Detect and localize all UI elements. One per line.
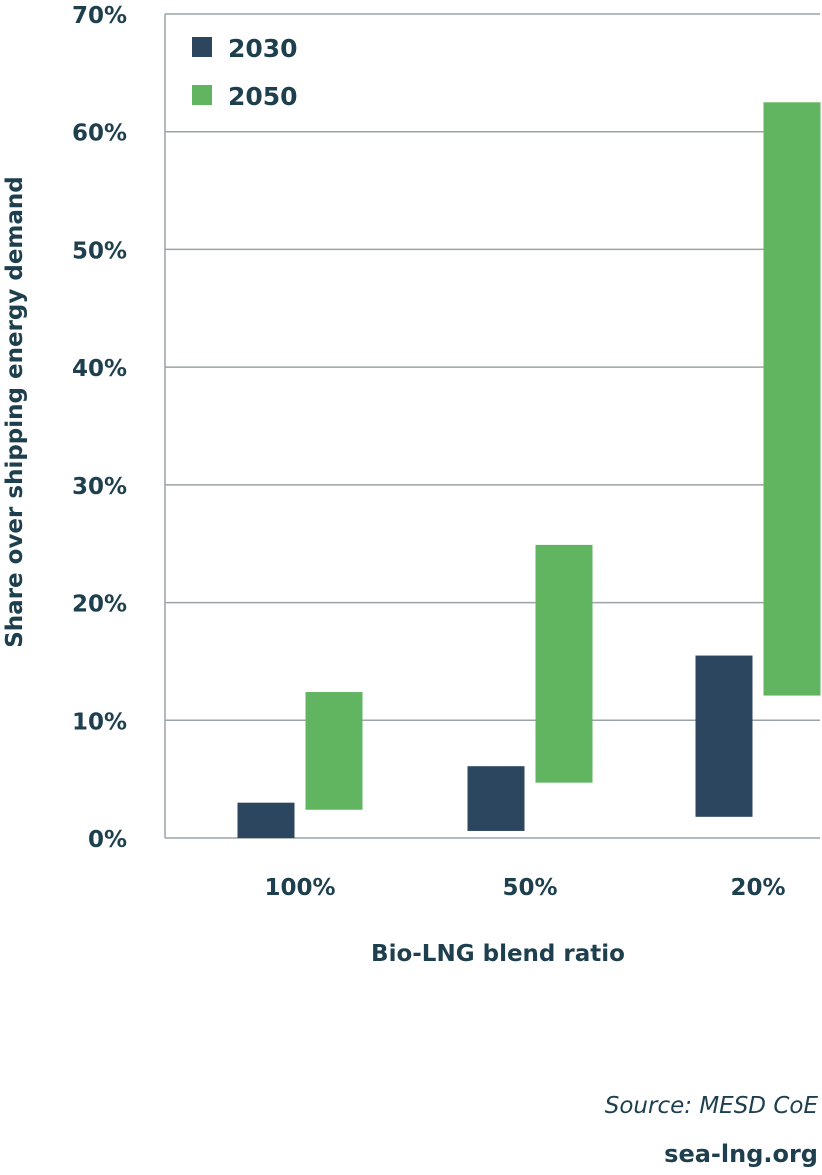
legend-swatch-2050 bbox=[192, 85, 212, 105]
legend: 2030 2050 bbox=[192, 34, 298, 111]
category-label: 20% bbox=[730, 875, 785, 901]
y-tick-labels: 0% 10% 20% 30% 40% 50% 60% 70% bbox=[72, 3, 127, 853]
bar-2030-50pct bbox=[467, 766, 525, 831]
y-tick-label: 60% bbox=[72, 121, 127, 147]
source-note: Source: MESD CoE bbox=[604, 1093, 818, 1119]
y-tick-label: 50% bbox=[72, 238, 127, 264]
y-tick-label: 30% bbox=[72, 474, 127, 500]
category-label: 50% bbox=[502, 875, 557, 901]
y-tick-label: 20% bbox=[72, 592, 127, 618]
y-tick-label: 40% bbox=[72, 356, 127, 382]
x-axis-label: Bio-LNG blend ratio bbox=[371, 941, 625, 967]
bar-2030-100pct bbox=[237, 802, 295, 838]
legend-label: 2030 bbox=[228, 34, 298, 63]
y-tick-label: 10% bbox=[72, 709, 127, 735]
category-label: 100% bbox=[264, 875, 335, 901]
y-axis-label: Share over shipping energy demand bbox=[2, 176, 28, 648]
legend-swatch-2030 bbox=[192, 37, 212, 57]
y-tick-label: 0% bbox=[88, 827, 127, 853]
bars bbox=[237, 102, 821, 838]
y-tick-label: 70% bbox=[72, 3, 127, 29]
legend-label: 2050 bbox=[228, 82, 298, 111]
bar-2050-50pct bbox=[535, 544, 593, 783]
bar-2050-20pct bbox=[763, 102, 821, 696]
site-link[interactable]: sea-lng.org bbox=[664, 1140, 818, 1168]
bar-2050-100pct bbox=[305, 692, 363, 810]
chart: 0%10%20%30%40%50%60%70% 100% 50% 20% 20302… bbox=[2, 3, 821, 967]
category-labels: 100% 50% 20% bbox=[264, 875, 785, 901]
bar-2030-20pct bbox=[695, 655, 753, 817]
